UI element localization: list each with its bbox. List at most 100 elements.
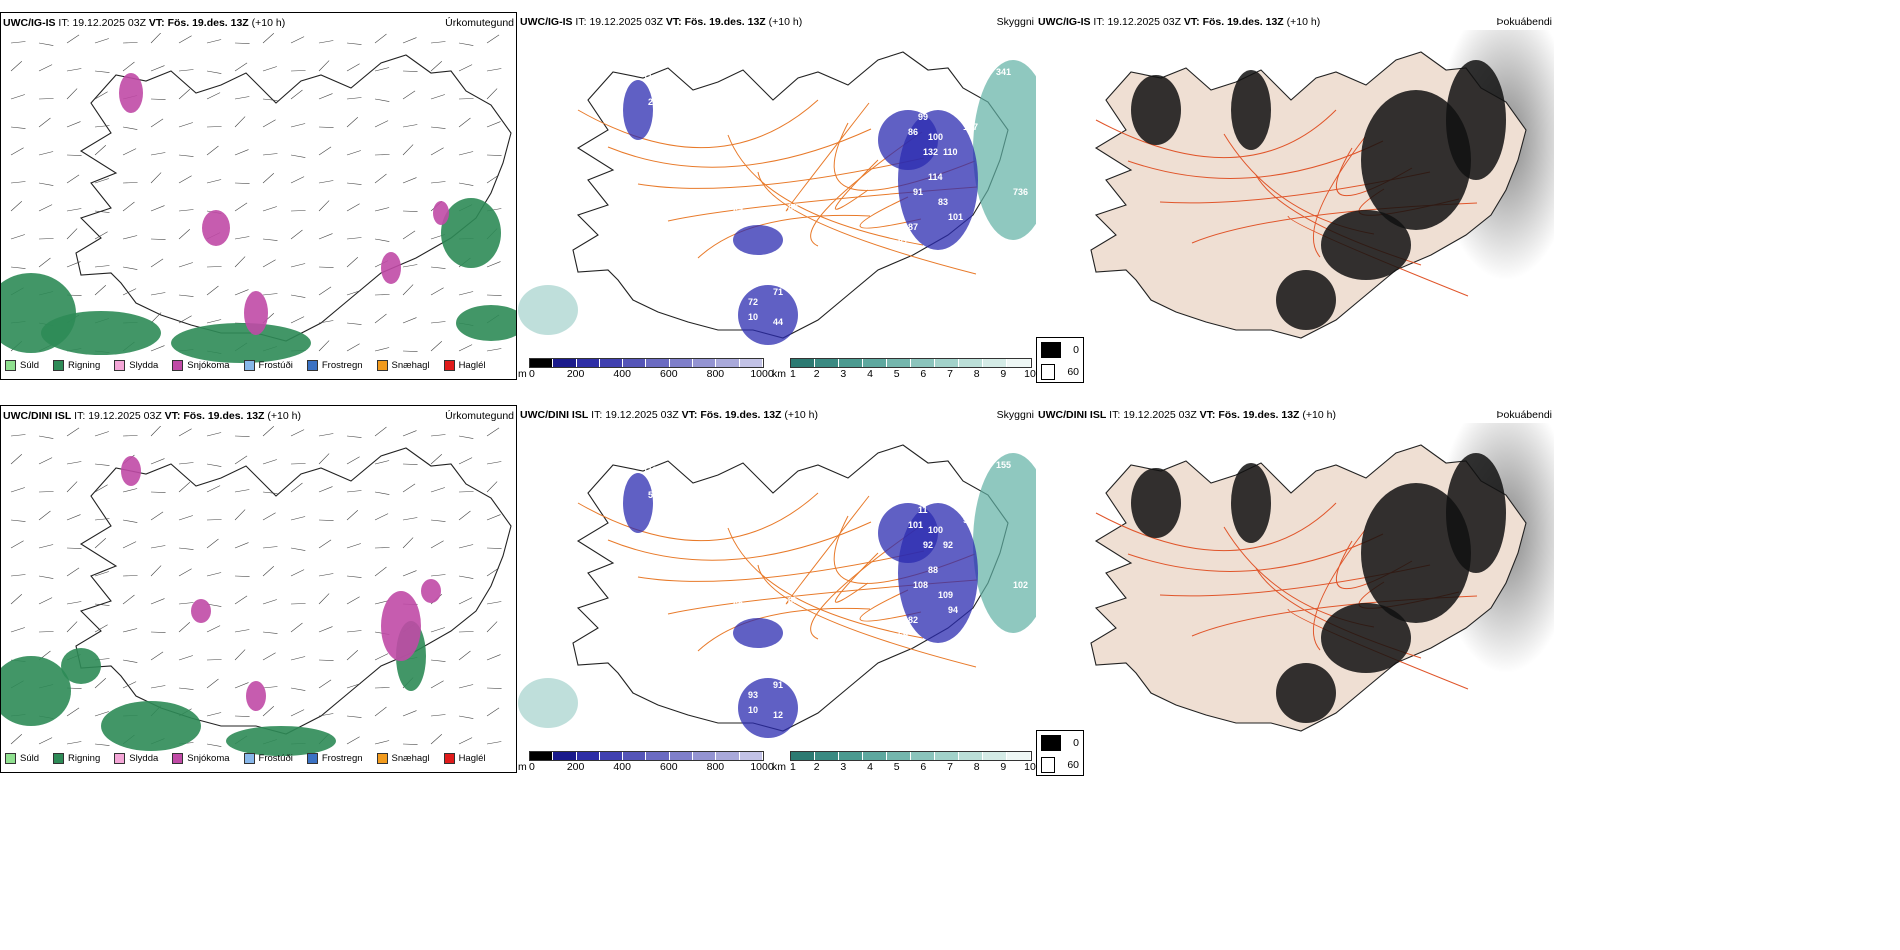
cloud-value-label: 11 bbox=[918, 505, 928, 515]
wind-barb bbox=[234, 256, 246, 268]
panel-title: Þokuábendi bbox=[1496, 16, 1552, 28]
init-time: 19.12.2025 03Z bbox=[88, 410, 162, 422]
legend-label: Frostregn bbox=[321, 360, 363, 371]
wind-barb bbox=[150, 685, 166, 689]
wind-barb bbox=[206, 712, 222, 717]
colorbar-tick: 1000 bbox=[750, 761, 774, 773]
wind-barb bbox=[94, 624, 108, 633]
colorbar-tick: 8 bbox=[973, 368, 980, 380]
wind-barb bbox=[10, 454, 23, 465]
wind-barb bbox=[66, 228, 78, 240]
wind-barb bbox=[486, 707, 500, 717]
wind-barb bbox=[178, 89, 191, 100]
wind-barb bbox=[206, 743, 222, 747]
wind-barb bbox=[374, 347, 390, 352]
wind-barb bbox=[66, 34, 80, 44]
low-visibility-area bbox=[973, 453, 1036, 633]
colorbar-segment bbox=[623, 359, 647, 367]
colorbar-tick: 9 bbox=[1000, 368, 1007, 380]
wind-barb bbox=[262, 33, 275, 44]
wind-barb bbox=[10, 487, 25, 493]
wind-barb bbox=[486, 348, 502, 352]
road bbox=[607, 521, 872, 561]
wind-barb bbox=[66, 621, 78, 633]
wind-barb bbox=[290, 429, 305, 437]
legend-item: Rigning bbox=[53, 360, 100, 371]
wind-barb bbox=[66, 68, 82, 72]
colorbar-tick: 8 bbox=[973, 761, 980, 773]
legend-swatch bbox=[114, 360, 126, 371]
fog-high-area bbox=[1321, 210, 1411, 280]
wind-barb bbox=[94, 178, 109, 184]
wind-barb bbox=[38, 491, 54, 493]
colorbar-unit: m bbox=[518, 368, 527, 380]
cloud-value-label: 66 bbox=[873, 665, 883, 675]
fog-key-label: 60 bbox=[1067, 759, 1079, 771]
wind-barb bbox=[206, 319, 222, 324]
valid-label: VT: bbox=[681, 409, 698, 421]
wind-barb bbox=[346, 42, 362, 45]
wind-barb bbox=[66, 601, 82, 605]
wind-barb bbox=[206, 485, 221, 493]
snow-area bbox=[202, 210, 230, 246]
wind-barb bbox=[318, 340, 330, 352]
wind-barb bbox=[486, 601, 502, 605]
wind-barb bbox=[430, 287, 444, 296]
wind-barb bbox=[458, 344, 473, 352]
wind-barb bbox=[122, 659, 138, 663]
legend-label: Slydda bbox=[129, 360, 159, 371]
wind-barb bbox=[430, 519, 446, 522]
wind-barb bbox=[374, 740, 390, 745]
cloud-panel-top: UWC/IG-IS IT: 19.12.2025 03Z VT: Fös. 19… bbox=[518, 12, 1036, 380]
cloud-value-label: 88 bbox=[928, 565, 938, 575]
wind-barb bbox=[10, 147, 24, 156]
fog-key-row: 0 bbox=[1037, 731, 1083, 753]
wind-barb bbox=[10, 627, 25, 633]
precip-map bbox=[1, 426, 512, 756]
wind-barb bbox=[290, 229, 303, 240]
wind-barb bbox=[374, 98, 390, 102]
wind-barb bbox=[122, 266, 138, 270]
colorbar-segment bbox=[839, 359, 863, 367]
precip-legend: Súld Rigning Slydda Snjókoma Frostúði Frostre… bbox=[5, 360, 486, 371]
cloud-value-label: 10 bbox=[748, 312, 758, 322]
wind-barb bbox=[318, 626, 333, 633]
wind-barb bbox=[486, 461, 502, 465]
colorbar-tick: 400 bbox=[613, 368, 631, 380]
wind-barb bbox=[346, 257, 359, 268]
cloud-value-label: 12 bbox=[773, 710, 783, 720]
lead-time: (+10 h) bbox=[784, 409, 818, 421]
colorbar-segment bbox=[815, 752, 839, 760]
wind-barb bbox=[290, 316, 305, 324]
cloud-value-label: 67 bbox=[733, 207, 743, 217]
road bbox=[637, 550, 925, 582]
wind-barb bbox=[150, 511, 164, 521]
wind-barb bbox=[402, 264, 418, 268]
colorbar-segment bbox=[863, 752, 887, 760]
low-visibility-area bbox=[518, 285, 578, 335]
legend-item: Súld bbox=[5, 360, 39, 371]
wind-barb bbox=[10, 234, 25, 240]
colorbar-segment bbox=[983, 752, 1007, 760]
wind-barb bbox=[122, 148, 137, 156]
wind-barb bbox=[374, 426, 387, 437]
road bbox=[607, 128, 872, 168]
colorbar-segment bbox=[576, 359, 600, 367]
wind-barb bbox=[374, 67, 390, 72]
wind-barb bbox=[430, 627, 445, 633]
wind-barb bbox=[122, 628, 138, 633]
colorbar-tick: 10 bbox=[1024, 761, 1036, 773]
panel-header: UWC/DINI ISL IT: 19.12.2025 03Z VT: Fös.… bbox=[1038, 409, 1336, 421]
wind-barb bbox=[150, 98, 166, 100]
wind-barb bbox=[402, 743, 418, 745]
wind-barb bbox=[430, 659, 446, 662]
ceiling-colorbar: m 0 200 400 600 800 1000 bbox=[518, 751, 774, 775]
wind-barb bbox=[206, 92, 221, 100]
road bbox=[859, 589, 922, 622]
wind-barb bbox=[10, 126, 26, 129]
wind-barb bbox=[38, 631, 54, 633]
cloud-value-label: 100 bbox=[928, 132, 943, 142]
rain-area bbox=[456, 305, 516, 341]
road bbox=[1127, 533, 1384, 572]
wind-barb bbox=[38, 151, 54, 156]
